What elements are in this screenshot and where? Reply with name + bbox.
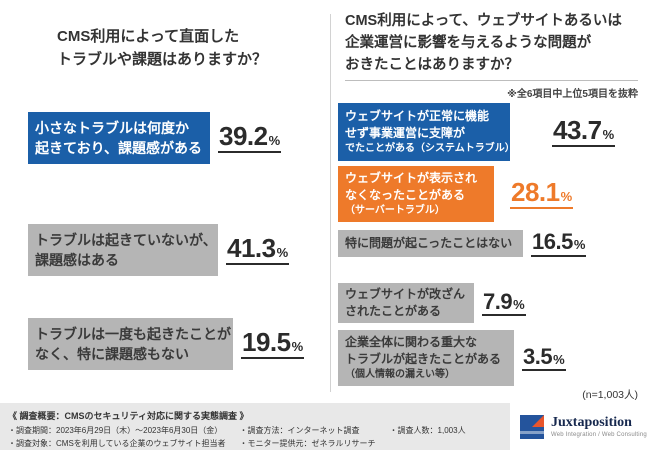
bar-label-line: ウェブサイトが改ざん xyxy=(345,287,466,302)
sample-size-note: (n=1,003人) xyxy=(582,389,638,401)
value-label: 39.2% xyxy=(218,120,282,154)
bar-label-line: なく、特に課題感もない xyxy=(35,346,189,362)
bar-row: 企業全体に関わる重大な トラブルが起きたことがある （個人情報の漏えい等） 3.… xyxy=(338,330,566,386)
bar-segment: ウェブサイトが正常に機能 せず事業運営に支障が でたことがある（システムトラブル… xyxy=(338,103,515,161)
bar-row: トラブルは起きていないが、 課題感はある 41.3% xyxy=(28,224,290,276)
bar-segment: トラブルは起きていないが、 課題感はある xyxy=(28,224,218,276)
logo-tagline: Web Integration / Web Consulting xyxy=(551,432,647,439)
value-number: 3.5 xyxy=(523,343,553,369)
bar-label-line: ウェブサイトが表示され xyxy=(345,171,478,186)
value-number: 7.9 xyxy=(483,288,513,314)
bar-label-line: 課題感はある xyxy=(35,252,119,268)
value-label: 19.5% xyxy=(241,326,305,360)
survey-overview-col3: ・調査人数：1,003人 xyxy=(390,425,466,450)
value-number: 41.3 xyxy=(227,232,276,263)
value-label: 16.5% xyxy=(531,229,587,257)
left-chart-title: CMS利用によって直面した トラブルや課題はありますか？ xyxy=(57,26,267,71)
juxtaposition-logo-icon xyxy=(520,414,544,439)
bar-row: 小さなトラブルは何度か 起きており、課題感がある 39.2% xyxy=(28,112,282,164)
value-number: 28.1 xyxy=(511,176,560,207)
bar-label-line: トラブルが起きたことがある xyxy=(345,352,502,366)
value-label: 41.3% xyxy=(226,232,290,266)
bar-label-line: ウェブサイトが正常に機能 xyxy=(345,109,490,124)
survey-detail: ・調査対象：CMSを利用している企業のウェブサイト担当者 xyxy=(8,438,226,448)
survey-detail: ・調査人数：1,003人 xyxy=(389,426,466,435)
bar-label-line: 特に問題が起こったことはない xyxy=(345,236,513,251)
bar-label-line: せず事業運営に支障が xyxy=(345,126,466,140)
value-number: 16.5 xyxy=(532,229,573,255)
bar-label-line: トラブルは起きていないが、 xyxy=(35,231,217,248)
value-label: 3.5% xyxy=(522,343,566,372)
survey-overview-columns: ・調査期間：2023年6月29日（木）～2023年6月30日（金） ・調査対象：… xyxy=(8,425,642,450)
value-unit: % xyxy=(268,132,281,148)
bar-label-line: （個人情報の漏えい等） xyxy=(345,368,455,380)
bar-segment: 小さなトラブルは何度か 起きており、課題感がある xyxy=(28,112,210,164)
bar-segment: 企業全体に関わる重大な トラブルが起きたことがある （個人情報の漏えい等） xyxy=(338,330,514,386)
survey-overview-col2: ・調査方法：インターネット調査 ・モニター提供元：ゼネラルリサーチ xyxy=(240,425,376,450)
bar-segment: ウェブサイトが表示され なくなったことがある （サーバートラブル） xyxy=(338,166,494,222)
value-unit: % xyxy=(602,126,615,142)
value-label: 7.9% xyxy=(482,288,526,317)
value-label: 43.7% xyxy=(552,114,616,148)
bar-segment: ウェブサイトが改ざん されたことがある xyxy=(338,283,474,323)
bar-label-line: トラブルは一度も起きたことが xyxy=(35,325,231,342)
bar-row: 特に問題が起こったことはない 16.5% xyxy=(338,229,587,257)
survey-overview-col1: ・調査期間：2023年6月29日（木）～2023年6月30日（金） ・調査対象：… xyxy=(8,425,226,450)
bar-label-line: されたことがある xyxy=(345,304,442,318)
right-chart-title-line: 企業運営に影響を与えるような問題が xyxy=(345,34,592,51)
survey-detail: ・調査方法：インターネット調査 xyxy=(239,426,360,435)
bar-segment: 特に問題が起こったことはない xyxy=(338,230,523,257)
value-number: 43.7 xyxy=(553,114,602,145)
logo-name: Juxtaposition xyxy=(551,414,632,430)
right-chart-title-line: CMS利用によって、ウェブサイトあるいは xyxy=(345,13,622,29)
bar-label-line: 起きており、課題感がある xyxy=(35,140,203,156)
value-unit: % xyxy=(573,237,586,253)
right-chart-title: CMS利用によって、ウェブサイトあるいは 企業運営に影響を与えるような問題が お… xyxy=(345,11,622,76)
value-unit: % xyxy=(291,338,304,354)
survey-detail: ・モニター提供元：ゼネラルリサーチ xyxy=(239,438,376,448)
bar-row: ウェブサイトが表示され なくなったことがある （サーバートラブル） 28.1% xyxy=(338,166,574,222)
bar-label-line: でたことがある（システムトラブル） xyxy=(345,142,515,154)
value-unit: % xyxy=(513,296,525,312)
bar-row: トラブルは一度も起きたことが なく、特に課題感もない 19.5% xyxy=(28,318,305,370)
survey-overview-heading: 《 調査概要：CMSのセキュリティ対応に関する実態調査 》 xyxy=(8,411,249,421)
bar-row: ウェブサイトが正常に機能 せず事業運営に支障が でたことがある（システムトラブル… xyxy=(338,103,616,161)
bar-segment: トラブルは一度も起きたことが なく、特に課題感もない xyxy=(28,318,233,370)
value-unit: % xyxy=(553,351,565,367)
survey-detail: ・調査期間：2023年6月29日（木）～2023年6月30日（金） xyxy=(8,426,223,435)
juxtaposition-logo: Juxtaposition Web Integration / Web Cons… xyxy=(510,403,650,450)
left-chart-title-line: CMS利用によって直面した xyxy=(57,28,240,45)
value-label: 28.1% xyxy=(510,176,574,210)
bar-label-line: （サーバートラブル） xyxy=(345,204,445,216)
left-chart-title-line: トラブルや課題はありますか？ xyxy=(57,50,268,68)
bar-label-line: 小さなトラブルは何度か xyxy=(35,119,189,136)
value-unit: % xyxy=(560,188,573,204)
panel-divider xyxy=(330,14,331,392)
logo-text: Juxtaposition Web Integration / Web Cons… xyxy=(551,415,647,438)
value-unit: % xyxy=(276,244,289,260)
bar-label-line: 企業全体に関わる重大な xyxy=(345,335,478,350)
right-chart-note: ※全6項目中上位5項目を抜粋 xyxy=(345,80,638,100)
bar-label-line: なくなったことがある xyxy=(345,188,466,202)
right-chart-title-line: おきたことはありますか？ xyxy=(345,56,519,73)
bar-row: ウェブサイトが改ざん されたことがある 7.9% xyxy=(338,283,526,323)
value-number: 39.2 xyxy=(219,120,268,151)
value-number: 19.5 xyxy=(242,326,291,357)
